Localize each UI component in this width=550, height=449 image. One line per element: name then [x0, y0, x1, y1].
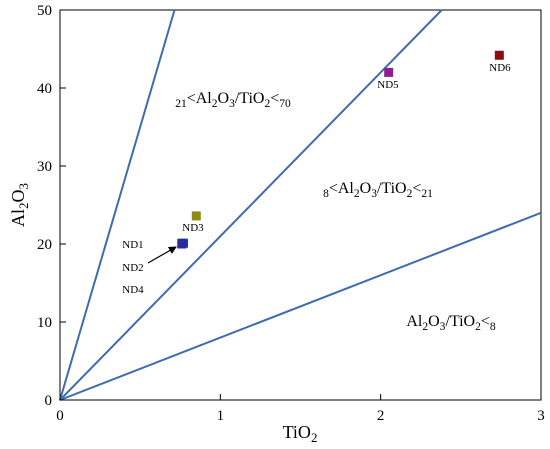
boundary-line-ratio-70: [59, 9, 176, 401]
region-label: 8<Al2O3/TiO2<21: [323, 180, 433, 200]
point-label-nd2: ND2: [122, 262, 143, 274]
region-label: 21<Al2O3/TiO2<70: [175, 90, 291, 110]
y-tick-label: 50: [37, 3, 52, 19]
y-tick-label: 30: [37, 159, 52, 175]
point-label-nd1: ND1: [122, 239, 143, 251]
y-axis-title: Al2O3: [8, 183, 31, 227]
point-label-nd5: ND5: [377, 79, 399, 91]
y-tick-label: 40: [37, 81, 52, 97]
point-nd3: [191, 211, 201, 221]
annotations: TiO2 Al2O3 21<Al2O3/TiO2<70 8<Al2O3/TiO2<21…: [8, 62, 511, 445]
boundary-line-ratio-21: [59, 9, 443, 401]
x-axis-title: TiO2: [283, 422, 318, 445]
data-points: [177, 50, 504, 249]
point-nd4: [177, 239, 187, 249]
point-label-nd4: ND4: [122, 284, 144, 296]
point-nd5: [384, 67, 394, 77]
x-tick-label: 1: [217, 408, 225, 424]
point-label-nd3: ND3: [182, 222, 204, 234]
y-tick-label: 10: [37, 315, 52, 331]
point-nd6: [494, 50, 504, 60]
y-tick-label: 20: [37, 237, 52, 253]
plot-area: [59, 9, 542, 401]
x-tick-label: 3: [537, 408, 545, 424]
y-tick-label: 0: [45, 393, 53, 409]
x-tick-label: 0: [56, 408, 64, 424]
pointer-arrow: [147, 246, 177, 264]
boundary-line-ratio-8: [59, 211, 542, 401]
region-label: Al2O3/TiO2<8: [406, 313, 496, 333]
point-label-nd6: ND6: [489, 62, 511, 74]
boundary-lines: [59, 9, 542, 401]
x-tick-label: 2: [377, 408, 385, 424]
